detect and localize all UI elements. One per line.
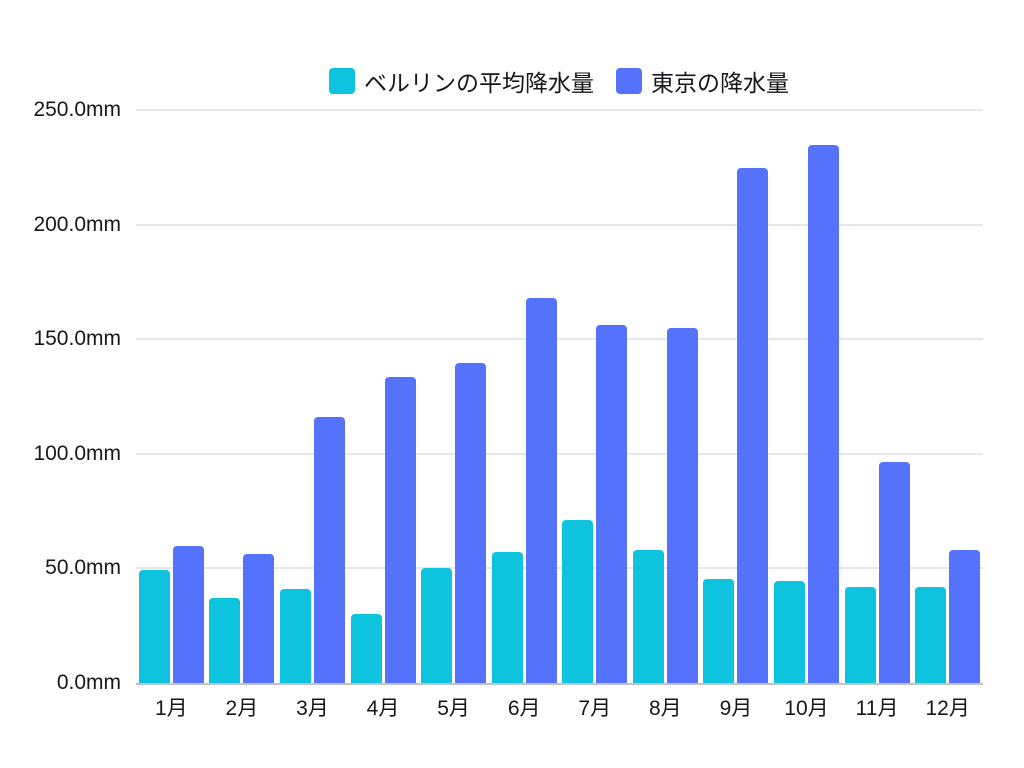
bar-group-6 bbox=[489, 110, 560, 683]
x-tick-label-12: 12月 bbox=[925, 697, 970, 720]
y-tick-label-50: 50.0mm bbox=[45, 556, 121, 580]
y-tick-label-0: 0.0mm bbox=[56, 671, 121, 694]
gridline-200 bbox=[136, 223, 983, 226]
y-tick-label-150: 150.0mm bbox=[33, 327, 121, 351]
tokyo-bar-8 bbox=[666, 328, 698, 683]
tokyo-bar-2 bbox=[243, 553, 275, 683]
gridline-250 bbox=[136, 109, 983, 111]
bar-group-1 bbox=[136, 110, 207, 683]
bar-group-9 bbox=[701, 110, 772, 683]
gridline-50 bbox=[136, 567, 983, 570]
x-tick-label-1: 1月 bbox=[154, 697, 188, 720]
y-tick-label-250: 250.0mm bbox=[33, 98, 121, 121]
berlin-bar-9 bbox=[703, 578, 735, 683]
legend-label-tokyo: 東京の降水量 bbox=[651, 70, 789, 96]
bar-group-10 bbox=[771, 110, 842, 683]
bar-group-11 bbox=[842, 110, 913, 683]
tokyo-bar-10 bbox=[807, 144, 839, 683]
legend-swatch-berlin bbox=[329, 68, 355, 94]
x-axis-line bbox=[136, 683, 983, 685]
tokyo-bar-4 bbox=[384, 376, 416, 683]
gridline-150 bbox=[136, 338, 983, 341]
legend-swatch-tokyo bbox=[616, 68, 642, 94]
bar-group-12 bbox=[912, 110, 983, 683]
x-tick-label-5: 5月 bbox=[437, 697, 470, 720]
tokyo-bar-12 bbox=[949, 550, 981, 683]
gridline-100 bbox=[136, 452, 983, 455]
tokyo-bar-3 bbox=[313, 417, 345, 683]
legend: ベルリンの平均降水量 東京の降水量 bbox=[329, 64, 789, 98]
berlin-bar-1 bbox=[138, 569, 170, 683]
legend-item-berlin[interactable]: ベルリンの平均降水量 bbox=[329, 64, 594, 98]
bar-group-4 bbox=[348, 110, 419, 683]
berlin-bar-5 bbox=[421, 568, 453, 683]
berlin-bar-12 bbox=[915, 586, 947, 683]
tokyo-bar-5 bbox=[455, 362, 487, 683]
legend-label-berlin: ベルリンの平均降水量 bbox=[364, 70, 594, 96]
berlin-bar-11 bbox=[844, 586, 876, 683]
y-tick-label-200: 200.0mm bbox=[33, 212, 121, 236]
x-tick-label-9: 9月 bbox=[719, 697, 753, 720]
tokyo-bar-11 bbox=[878, 462, 910, 683]
berlin-bar-7 bbox=[562, 520, 594, 683]
x-tick-label-10: 10月 bbox=[784, 697, 829, 720]
tokyo-bar-9 bbox=[737, 167, 769, 683]
y-tick-label-100: 100.0mm bbox=[33, 441, 121, 465]
bar-group-3 bbox=[277, 110, 348, 683]
y-axis-labels: 0.0mm 50.0mm 100.0mm 150.0mm 200.0mm 250.0mm bbox=[0, 98, 121, 694]
x-tick-label-6: 6月 bbox=[507, 697, 541, 720]
bars bbox=[136, 110, 983, 683]
berlin-bar-10 bbox=[773, 581, 805, 683]
bar-group-8 bbox=[630, 110, 701, 683]
tokyo-bar-7 bbox=[596, 325, 628, 683]
x-tick-label-4: 4月 bbox=[366, 697, 400, 720]
plot-area bbox=[136, 109, 983, 685]
legend-item-tokyo[interactable]: 東京の降水量 bbox=[616, 64, 789, 98]
berlin-bar-4 bbox=[350, 614, 382, 683]
berlin-bar-3 bbox=[279, 589, 311, 683]
berlin-bar-6 bbox=[491, 552, 523, 683]
tokyo-bar-6 bbox=[525, 298, 557, 683]
bar-group-2 bbox=[207, 110, 278, 683]
tokyo-bar-1 bbox=[172, 546, 204, 683]
berlin-bar-8 bbox=[632, 550, 664, 683]
x-tick-label-3: 3月 bbox=[296, 697, 329, 720]
x-tick-label-11: 11月 bbox=[855, 697, 899, 720]
bar-group-5 bbox=[418, 110, 489, 683]
bar-group-7 bbox=[559, 110, 630, 683]
berlin-bar-2 bbox=[209, 598, 241, 683]
x-axis-labels: 1月 2月 3月 4月 5月 6月 7月 8月 9月 10月 11月 12月 bbox=[136, 692, 983, 722]
x-tick-label-2: 2月 bbox=[225, 697, 259, 720]
x-tick-label-8: 8月 bbox=[648, 697, 682, 720]
x-tick-label-7: 7月 bbox=[578, 697, 612, 720]
